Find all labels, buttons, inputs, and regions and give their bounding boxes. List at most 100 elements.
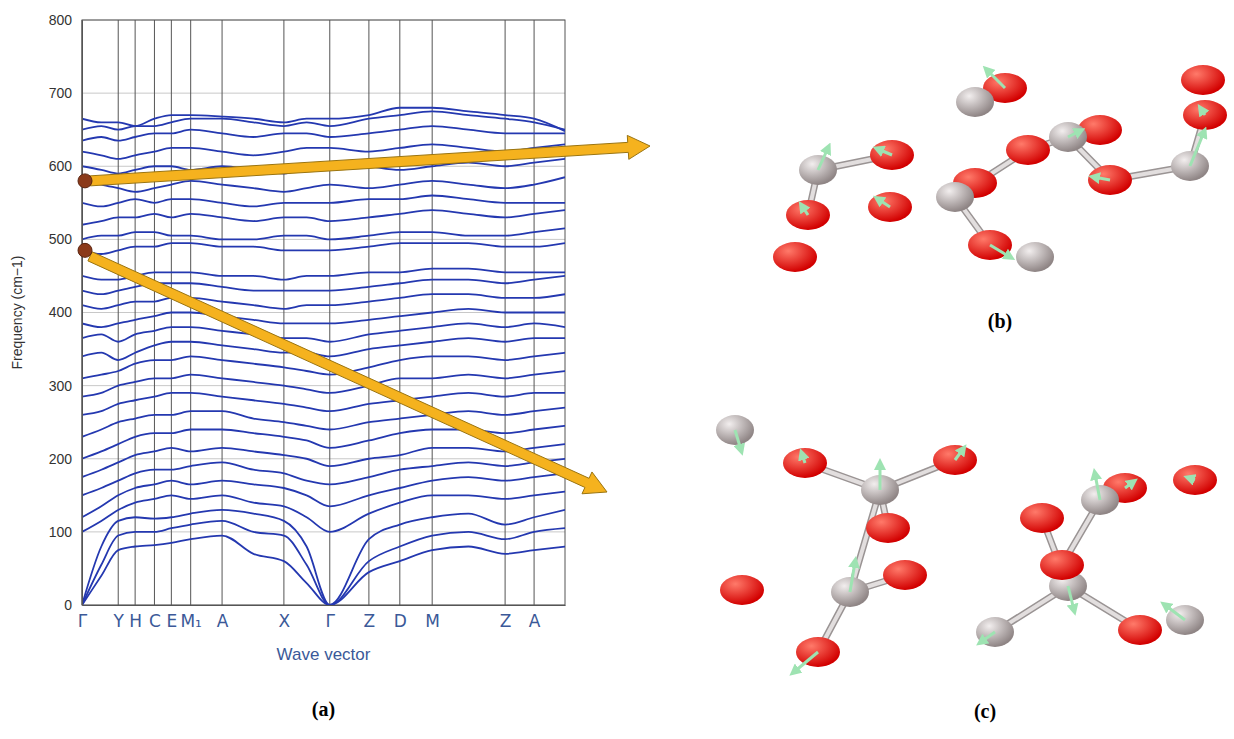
y-tick-label: 500: [49, 231, 73, 247]
oxygen-atom: [868, 192, 912, 222]
y-tick: 600: [49, 158, 82, 174]
metal-atom: [1016, 242, 1054, 272]
displacement-arrow: [1068, 131, 1080, 137]
x-tick: D: [394, 605, 407, 631]
highlighted-modes: [78, 174, 92, 257]
oxygen-atom: [1118, 615, 1162, 645]
displacement-arrow: [955, 449, 963, 460]
displacement-arrow: [794, 652, 818, 672]
grid-line-x: [283, 20, 284, 605]
oxygen-atom: [1020, 503, 1064, 533]
band-line: [82, 126, 565, 141]
grid-line-x: [329, 20, 330, 605]
oxygen-atom: [1183, 100, 1227, 130]
x-tick-label: Z: [364, 611, 376, 631]
x-tick-label: Z: [500, 611, 512, 631]
x-tick: Γ: [326, 605, 336, 631]
displacement-arrow: [879, 464, 882, 490]
x-tick: M₁: [180, 605, 201, 631]
y-tick: 100: [49, 524, 82, 540]
x-tick-label: E: [166, 611, 177, 631]
structure-c: [716, 415, 1217, 672]
displacement-arrow: [987, 70, 1005, 88]
displacement-arrow: [1165, 605, 1185, 620]
displacement-arrow: [735, 430, 741, 450]
panel-label: (a): [312, 698, 335, 721]
displacement-arrow: [802, 454, 805, 463]
x-tick: Z: [500, 605, 512, 631]
x-tick: Γ: [78, 605, 88, 631]
metal-atom: [1049, 122, 1087, 152]
band-line: [82, 210, 565, 225]
band-line: [82, 408, 565, 437]
y-tick: 200: [49, 451, 82, 467]
displacement-arrow: [1095, 474, 1100, 500]
figure: 0100200300400500600700800ΓYHCEM₁AXΓZDMZA…: [0, 0, 1234, 739]
x-axis: ΓYHCEM₁AXΓZDMZA: [78, 605, 566, 631]
oxygen-atom: [1173, 465, 1217, 495]
oxygen-atom: [1006, 135, 1050, 165]
panel-label: (c): [974, 700, 996, 723]
displacement-arrow: [1068, 586, 1074, 610]
x-tick-label: X: [279, 611, 291, 631]
plot-frame: [82, 20, 565, 605]
displacement-arrow: [850, 562, 855, 592]
oxygen-atom: [773, 242, 817, 272]
structure-b: [773, 65, 1227, 272]
y-axis: 0 100 200 300 400 500 600 700 800: [49, 12, 83, 613]
y-tick-label: 400: [49, 304, 73, 320]
displacement-arrow: [878, 199, 890, 207]
x-tick: M: [425, 605, 440, 631]
x-tick: X: [279, 605, 291, 631]
x-tick: A: [529, 605, 541, 631]
x-tick-label: Y: [113, 611, 125, 631]
x-tick-label: A: [217, 611, 229, 631]
grid-line-x: [154, 20, 155, 605]
y-tick-label: 300: [49, 378, 73, 394]
band-line: [82, 294, 565, 309]
y-axis-title: Frequency (cm−1): [9, 256, 25, 370]
y-tick-label: 100: [49, 524, 73, 540]
x-axis-title: Wave vector: [277, 645, 371, 664]
x-axis-line: [83, 605, 566, 606]
oxygen-atom: [866, 513, 910, 543]
oxygen-atom: [883, 560, 927, 590]
y-tick: 300: [49, 378, 82, 394]
metal-atom: [936, 182, 974, 212]
oxygen-atom: [1181, 65, 1225, 95]
displacement-arrow: [818, 148, 828, 170]
y-tick-label: 700: [49, 85, 73, 101]
band-line: [82, 473, 565, 517]
band-line: [82, 393, 565, 415]
band-line: [82, 521, 565, 605]
oxygen-atom: [968, 230, 1012, 260]
oxygen-atom: [870, 140, 914, 170]
x-tick: H: [129, 605, 142, 631]
pointer-arrow: [88, 252, 607, 494]
band-line: [82, 492, 565, 532]
band-line: [82, 269, 565, 280]
x-tick: A: [217, 605, 229, 631]
x-tick: C: [149, 605, 161, 631]
x-tick: Y: [113, 605, 125, 631]
mode-dot: [78, 174, 92, 188]
band-line: [82, 228, 565, 239]
y-tick: 400: [49, 304, 82, 320]
metal-atom: [956, 87, 994, 117]
oxygen-atom: [1088, 165, 1132, 195]
band-line: [82, 196, 565, 207]
x-tick-label: D: [394, 611, 407, 631]
oxygen-atom: [786, 200, 830, 230]
mode-dot: [78, 243, 92, 257]
x-tick-label: Γ: [78, 611, 88, 631]
metal-atom: [976, 617, 1014, 647]
y-axis-line: [82, 21, 83, 606]
grid: [82, 20, 565, 605]
y-tick-label: 800: [49, 12, 73, 28]
band-line: [82, 309, 565, 327]
y-tick: 800: [49, 12, 82, 28]
y-tick-label: 0: [64, 597, 72, 613]
displacement-arrow: [1190, 132, 1204, 166]
bond-core: [850, 490, 880, 592]
x-tick-label: A: [529, 611, 541, 631]
